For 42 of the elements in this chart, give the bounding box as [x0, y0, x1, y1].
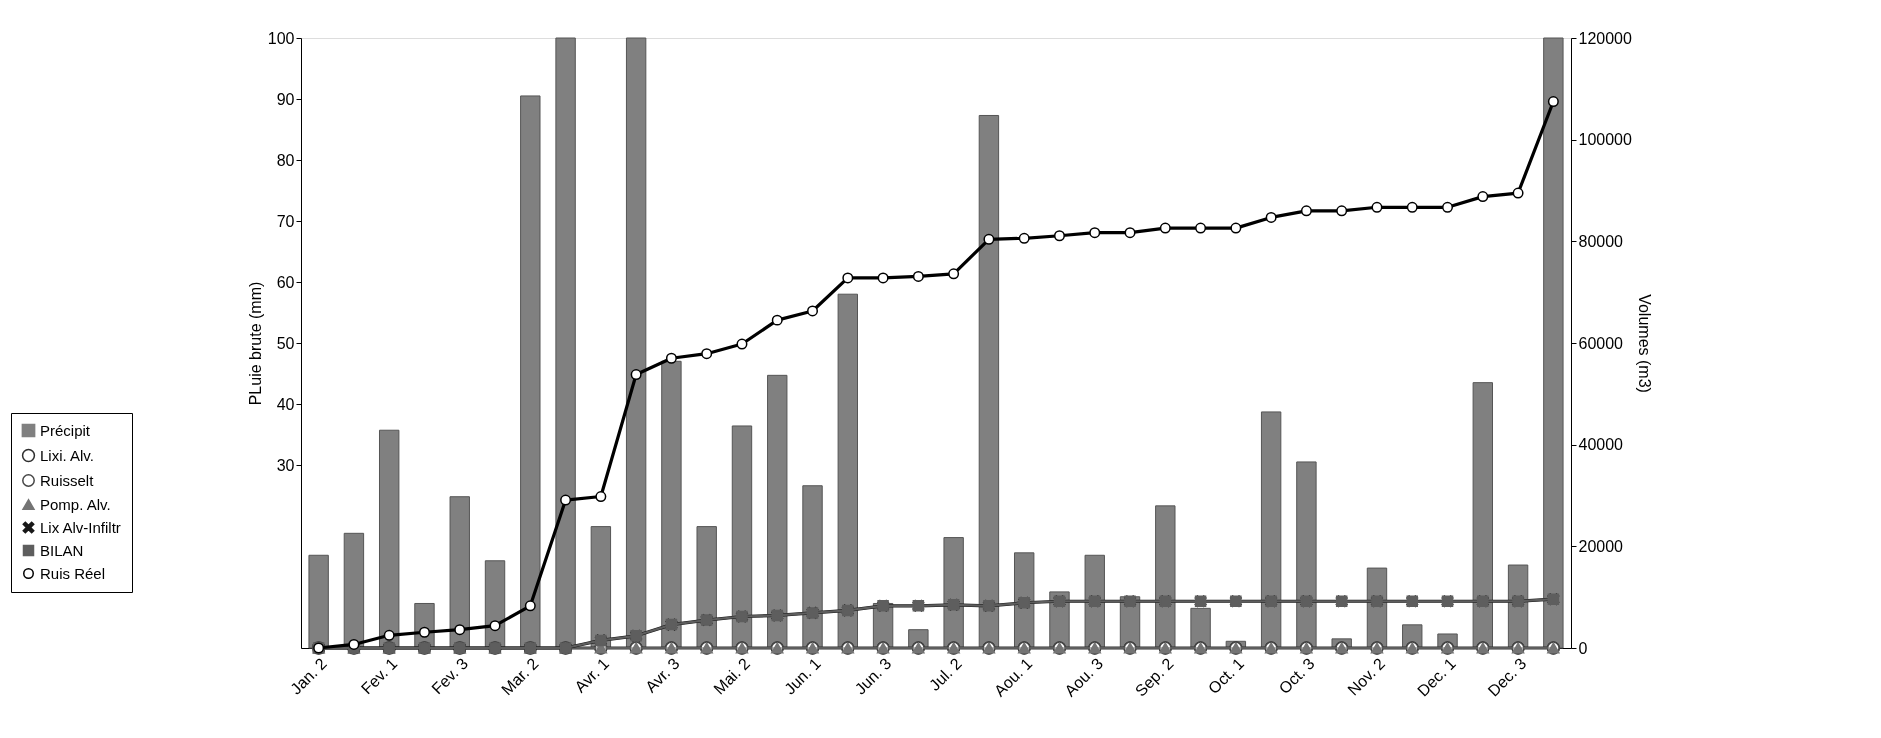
x-tick-label: Fev. 1 — [357, 654, 401, 698]
x-tick-label: Jun. 3 — [851, 654, 895, 698]
x-tick-label: Oct. 3 — [1275, 654, 1318, 697]
y-tick-label: 30 — [276, 456, 295, 474]
y2-tick-label: 60000 — [1578, 334, 1624, 352]
x-tick-label: Fev. 3 — [428, 654, 472, 698]
x-tick-label: Mai. 2 — [710, 654, 754, 698]
legend-label: Précipit — [40, 421, 91, 439]
x-tick-label: Dec. 3 — [1484, 654, 1530, 700]
y-tick-label: 50 — [276, 334, 295, 352]
x-tick-label: Avr. 1 — [571, 654, 613, 696]
y2-tick-label: 20000 — [1578, 537, 1624, 555]
y2-tick-label: 40000 — [1578, 436, 1624, 454]
x-tick-label: Dec. 1 — [1414, 654, 1459, 700]
y-tick-label: 80 — [276, 151, 295, 169]
legend-label: Ruis Réel — [40, 564, 106, 582]
legend-label: Pomp. Alv. — [40, 495, 111, 513]
y-tick-label: 40 — [276, 395, 295, 413]
legend-label: Ruisselt — [40, 471, 95, 489]
y2-tick-label: 0 — [1578, 639, 1588, 657]
x-tick-label: Nov. 2 — [1344, 654, 1389, 699]
y-tick-label: 70 — [276, 212, 295, 230]
x-tick-label: Mar. 2 — [498, 654, 542, 699]
y2-tick-label: 100000 — [1578, 131, 1632, 149]
legend-label: Lix Alv-Infiltr — [40, 518, 121, 536]
y2-tick-label: 80000 — [1578, 232, 1624, 250]
x-tick-label: Jan. 2 — [287, 654, 331, 698]
y2-axis-title: Volumes (m3) — [1635, 294, 1653, 393]
x-tick-label: Sep. 2 — [1131, 654, 1177, 700]
x-tick-label: Avr. 3 — [641, 654, 683, 696]
x-tick-label: Jun. 1 — [781, 654, 824, 698]
legend-label: BILAN — [40, 541, 84, 559]
y-tick-label: 100 — [267, 29, 295, 47]
x-tick-label: Aou. 1 — [990, 654, 1036, 700]
x-tick-label: Jul. 2 — [925, 654, 966, 694]
y-tick-label: 60 — [276, 273, 295, 291]
y-tick-label: 90 — [276, 90, 295, 108]
x-tick-label: Oct. 1 — [1204, 654, 1248, 697]
x-tick-label: Aou. 3 — [1061, 654, 1107, 700]
y2-tick-label: 120000 — [1578, 29, 1632, 47]
y-axis-title: PLuie brute (mm) — [246, 281, 264, 406]
legend-label: Lixi. Alv. — [40, 446, 94, 464]
